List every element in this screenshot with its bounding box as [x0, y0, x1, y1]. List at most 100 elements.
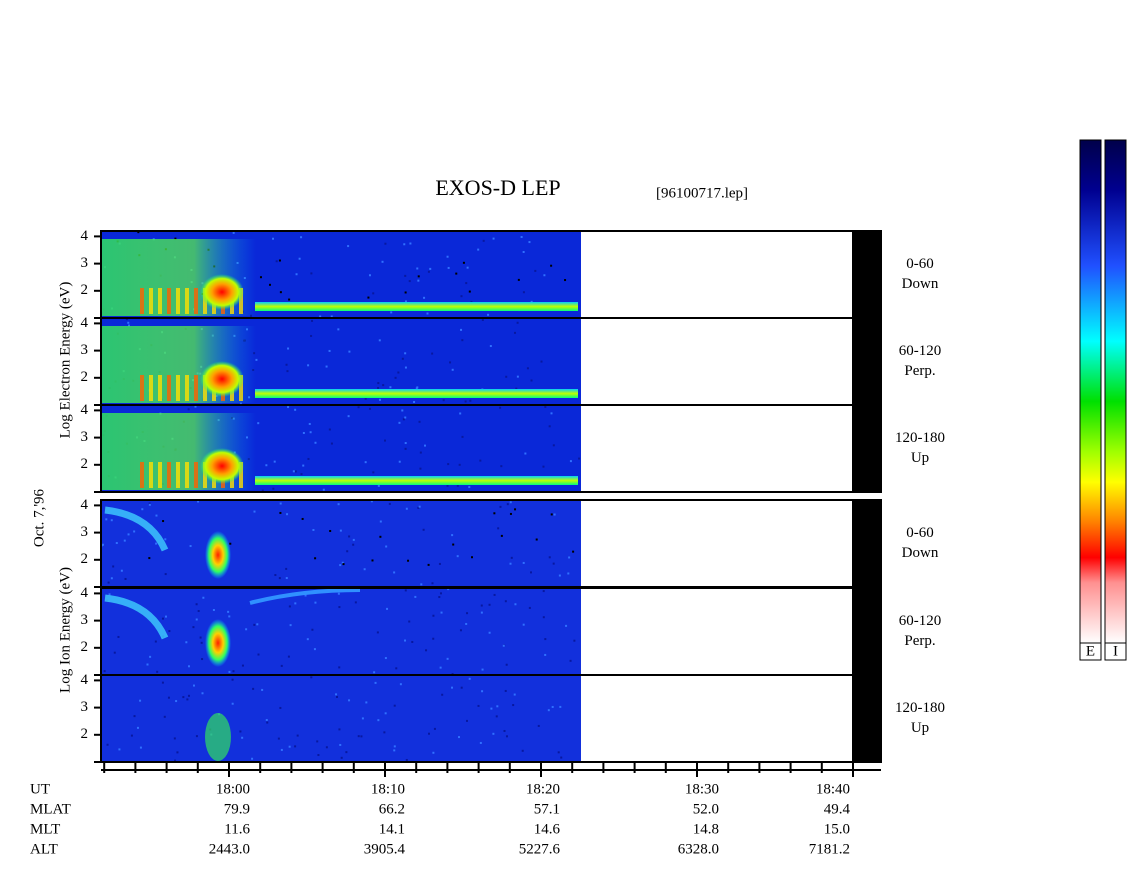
noise: [446, 484, 449, 487]
noise: [440, 611, 443, 614]
noise: [300, 236, 303, 239]
noise: [468, 486, 471, 489]
noise: [544, 405, 547, 408]
cell: 18:10: [371, 781, 405, 797]
noise: [212, 609, 215, 612]
noise: [239, 402, 242, 405]
noise: [423, 296, 426, 299]
noise: [384, 657, 387, 660]
noise: [404, 274, 407, 277]
noise: [490, 707, 493, 710]
noise: [451, 672, 454, 675]
noise: [415, 387, 418, 390]
noise: [368, 274, 371, 277]
noise: [266, 721, 269, 724]
noise: [564, 279, 567, 282]
noise: [257, 653, 260, 656]
noise: [101, 544, 104, 547]
noise: [456, 484, 459, 487]
noise: [175, 700, 178, 703]
flux-peak: [200, 274, 244, 310]
noise: [407, 559, 410, 562]
noise: [451, 686, 454, 689]
noise: [411, 640, 414, 643]
flux-peak: [205, 619, 231, 667]
y-tick-label: 3: [81, 612, 89, 628]
cell: 2443.0: [209, 841, 250, 857]
noise: [569, 460, 572, 463]
noise: [155, 542, 158, 545]
y-tick-label: 3: [81, 524, 89, 540]
noise: [256, 623, 259, 626]
noise: [330, 315, 333, 318]
noise: [352, 538, 355, 541]
noise: [505, 663, 508, 666]
noise: [255, 358, 258, 361]
noise: [302, 464, 305, 467]
noise: [404, 416, 407, 419]
noise: [509, 501, 512, 504]
noise: [544, 638, 547, 641]
noise: [516, 321, 519, 324]
y-tick-label: 4: [81, 585, 89, 601]
noise: [455, 272, 458, 275]
noise: [280, 748, 283, 751]
noise: [558, 574, 561, 577]
noise: [530, 300, 533, 303]
noise: [336, 695, 339, 698]
noise: [292, 470, 295, 473]
noise: [338, 728, 341, 731]
noise: [316, 740, 319, 743]
noise: [573, 639, 576, 642]
noise: [500, 465, 503, 468]
panel-label: Up: [911, 720, 929, 736]
noise: [416, 267, 419, 270]
panel-label: 0-60: [906, 525, 934, 541]
flux-peak: [205, 531, 231, 579]
panel-label: 60-120: [899, 613, 942, 629]
noise: [510, 556, 513, 559]
noise: [468, 677, 471, 680]
noise: [346, 550, 349, 553]
noise: [133, 530, 136, 533]
noise: [228, 615, 231, 618]
noise: [335, 693, 338, 696]
noise: [477, 248, 480, 251]
noise: [279, 706, 282, 709]
noise: [497, 527, 500, 530]
noise: [311, 319, 314, 322]
noise: [314, 557, 317, 560]
noise: [395, 667, 398, 670]
noise: [529, 571, 532, 574]
flux-stripe: [185, 375, 189, 401]
cell: 49.4: [824, 801, 851, 817]
noise: [306, 638, 309, 641]
noise: [399, 683, 402, 686]
noise: [543, 274, 546, 277]
noise: [404, 589, 407, 592]
row-header: ALT: [30, 841, 58, 857]
noise: [479, 741, 482, 744]
noise: [268, 283, 271, 286]
noise: [492, 732, 495, 735]
noise: [200, 641, 203, 644]
noise: [197, 610, 200, 613]
noise: [348, 350, 351, 353]
noise: [377, 387, 380, 390]
noise: [405, 507, 408, 510]
y-tick-label: 2: [81, 456, 89, 472]
noise: [161, 617, 164, 620]
noise: [272, 237, 275, 240]
noise: [439, 592, 442, 595]
panel-label: Perp.: [904, 363, 935, 379]
noise: [390, 311, 393, 314]
noise: [339, 743, 342, 746]
noise: [186, 698, 189, 701]
noise: [259, 276, 262, 279]
noise: [424, 444, 427, 447]
noise: [465, 719, 468, 722]
noise: [515, 387, 518, 390]
noise: [505, 375, 508, 378]
noise: [245, 628, 248, 631]
flux-stripe: [140, 462, 144, 488]
